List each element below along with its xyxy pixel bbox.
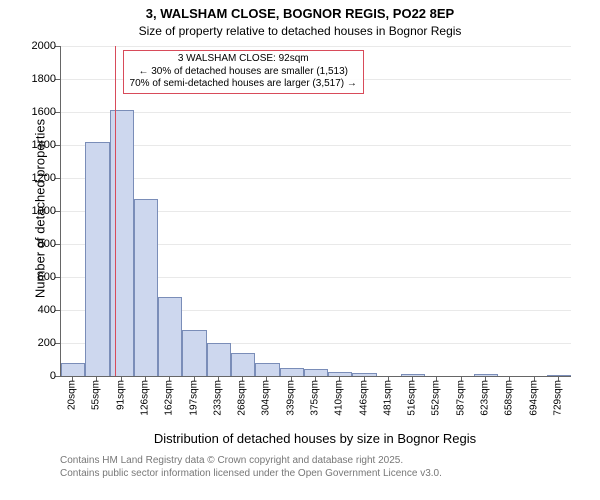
ytick-label: 800 <box>2 238 56 250</box>
xtick-label: 126sqm <box>140 380 151 416</box>
anno-line3: 70% of semi-detached houses are larger (… <box>130 78 357 91</box>
title-line2: Size of property relative to detached ho… <box>139 24 462 38</box>
histogram-bar <box>158 297 182 376</box>
xtick-label: 162sqm <box>164 380 175 416</box>
ytick-label: 2000 <box>2 40 56 52</box>
anno-line1: 3 WALSHAM CLOSE: 92sqm <box>130 53 357 66</box>
xtick-label: 339sqm <box>285 380 296 416</box>
xtick-label: 516sqm <box>407 380 418 416</box>
chart-title: 3, WALSHAM CLOSE, BOGNOR REGIS, PO22 8EP <box>0 6 600 21</box>
x-axis-label: Distribution of detached houses by size … <box>60 431 570 446</box>
subject-marker-line <box>115 46 116 376</box>
plot-area: 3 WALSHAM CLOSE: 92sqm← 30% of detached … <box>60 46 571 377</box>
xtick-label: 304sqm <box>261 380 272 416</box>
chart-subtitle: Size of property relative to detached ho… <box>0 24 600 38</box>
xtick-label: 694sqm <box>528 380 539 416</box>
xtick-label: 552sqm <box>431 380 442 416</box>
ytick-label: 400 <box>2 304 56 316</box>
histogram-bar <box>110 110 134 376</box>
footer-line2: Contains public sector information licen… <box>60 467 442 480</box>
ytick-label: 600 <box>2 271 56 283</box>
xtick-label: 658sqm <box>504 380 515 416</box>
histogram-bar <box>85 142 109 376</box>
ytick-label: 1600 <box>2 106 56 118</box>
ytick-label: 1200 <box>2 172 56 184</box>
x-ticks: 20sqm 55sqm 91sqm 126sqm 162sqm 197sqm 233sqm 2… <box>60 376 570 436</box>
histogram-bar <box>255 363 279 376</box>
histogram-bar <box>304 369 328 376</box>
xtick-label: 197sqm <box>188 380 199 416</box>
footer-line1: Contains HM Land Registry data © Crown c… <box>60 454 442 467</box>
histogram-bar <box>134 199 158 376</box>
histogram-bar <box>207 343 231 376</box>
histogram-bar <box>231 353 255 376</box>
title-line1: 3, WALSHAM CLOSE, BOGNOR REGIS, PO22 8EP <box>146 6 454 21</box>
anno-line2: ← 30% of detached houses are smaller (1,… <box>130 66 357 79</box>
xtick-label: 410sqm <box>334 380 345 416</box>
annotation-box: 3 WALSHAM CLOSE: 92sqm← 30% of detached … <box>123 50 364 94</box>
histogram-bar <box>182 330 206 376</box>
xtick-label: 623sqm <box>480 380 491 416</box>
y-ticks: 0200400600800100012001400160018002000 <box>0 46 60 376</box>
xtick-label: 587sqm <box>455 380 466 416</box>
ytick-label: 200 <box>2 337 56 349</box>
ytick-label: 1400 <box>2 139 56 151</box>
histogram-bar <box>61 363 85 376</box>
xtick-label: 233sqm <box>212 380 223 416</box>
xtick-label: 20sqm <box>67 380 78 410</box>
xtick-label: 91sqm <box>115 380 126 410</box>
ytick-label: 1800 <box>2 73 56 85</box>
xtick-label: 729sqm <box>552 380 563 416</box>
footer-credits: Contains HM Land Registry data © Crown c… <box>60 454 442 480</box>
xtick-label: 375sqm <box>310 380 321 416</box>
ytick-label: 1000 <box>2 205 56 217</box>
xtick-label: 55sqm <box>91 380 102 410</box>
histogram-bar <box>280 368 304 376</box>
xtick-label: 481sqm <box>382 380 393 416</box>
xtick-label: 446sqm <box>358 380 369 416</box>
ytick-label: 0 <box>2 370 56 382</box>
xtick-label: 268sqm <box>237 380 248 416</box>
chart-container: 3, WALSHAM CLOSE, BOGNOR REGIS, PO22 8EP… <box>0 0 600 500</box>
